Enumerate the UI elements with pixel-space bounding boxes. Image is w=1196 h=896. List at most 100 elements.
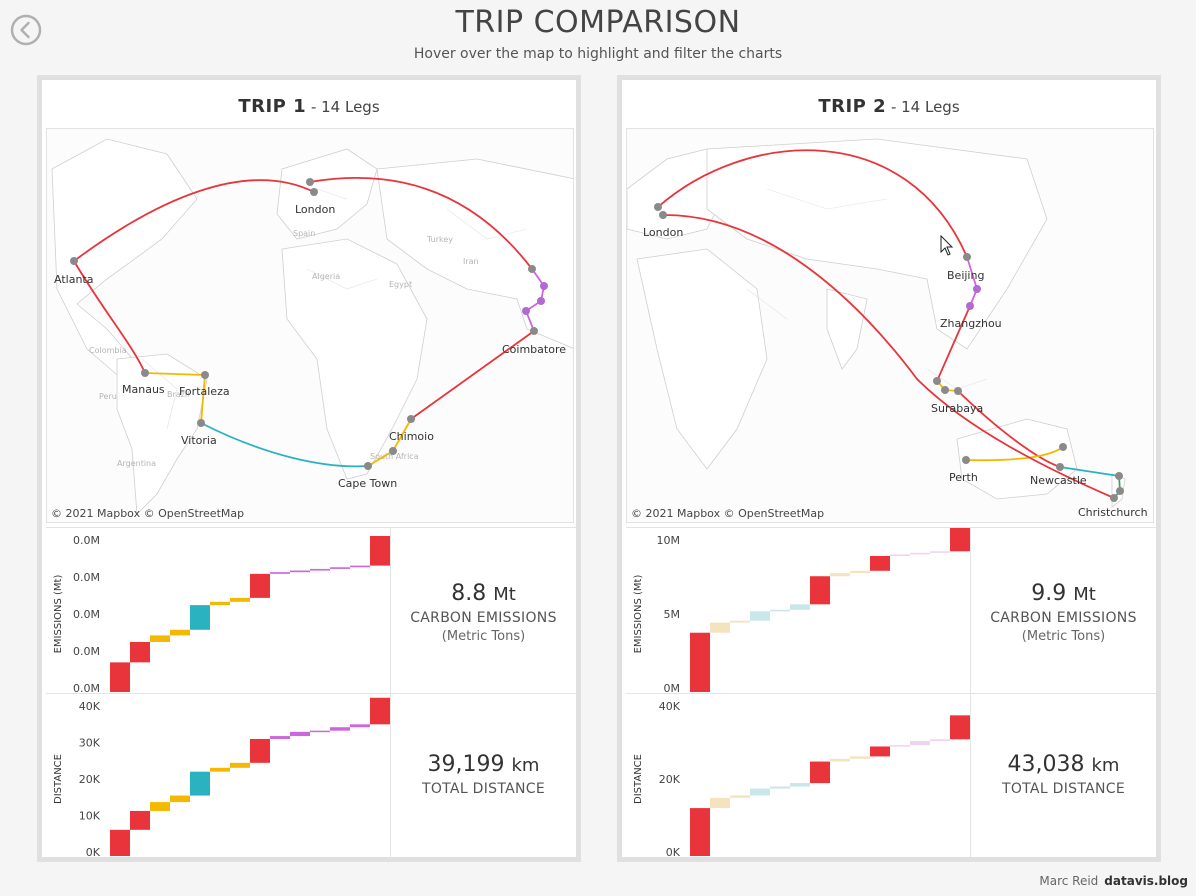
city-label-newcastle: Newcastle — [1030, 474, 1087, 487]
map-credit[interactable]: © 2021 Mapbox © OpenStreetMap — [631, 507, 825, 520]
bar-leg-6[interactable] — [210, 767, 230, 772]
y-tick-label: 20K — [659, 773, 681, 786]
bar-leg-7[interactable] — [810, 576, 830, 605]
map-label-brazil: Brazil — [167, 390, 189, 399]
footer-site[interactable]: datavis.blog — [1104, 874, 1188, 888]
bar-leg-4[interactable] — [750, 611, 770, 621]
route-perth-newcastle — [965, 446, 1064, 462]
bar-leg-3[interactable] — [150, 802, 170, 811]
back-arrow-circle-icon[interactable] — [10, 14, 42, 46]
city-label-vitoria: Vitoria — [181, 434, 217, 447]
bar-leg-1[interactable] — [110, 662, 130, 692]
trip-2-map-canvas[interactable]: London Beijing Zhangzhou Surabaya Perth … — [627, 129, 1154, 523]
trip-1-map-canvas[interactable]: Spain Algeria Turkey Egypt Iran Colombia… — [47, 129, 574, 523]
bar-leg-10[interactable] — [290, 731, 310, 737]
map-label-spain: Spain — [293, 229, 315, 238]
bar-leg-12[interactable] — [910, 552, 930, 555]
bar-leg-5[interactable] — [770, 609, 790, 612]
bar-leg-8[interactable] — [250, 738, 270, 763]
bar-leg-3[interactable] — [150, 635, 170, 642]
trip-1-emissions-chart[interactable]: EMISSIONS (Mt) 0.0M 0.0M 0.0M 0.0M 0.0M — [46, 527, 390, 694]
y-tick-label: 10K — [79, 810, 101, 823]
bar-leg-2[interactable] — [710, 622, 730, 633]
trip-2-emissions-svg[interactable]: EMISSIONS (Mt) 10M 5M 0M — [626, 528, 970, 694]
bar-leg-10[interactable] — [290, 570, 310, 573]
bar-leg-1[interactable] — [690, 632, 710, 692]
route-london-atlanta — [73, 179, 315, 262]
bar-leg-6[interactable] — [210, 601, 230, 606]
trip-2-emissions-label: CARBON EMISSIONS — [990, 610, 1137, 626]
bar-leg-5[interactable] — [190, 771, 210, 796]
bar-leg-6[interactable] — [790, 783, 810, 787]
bar-leg-6[interactable] — [790, 604, 810, 610]
route-newcastle-christchurch — [1059, 466, 1120, 477]
bar-leg-3[interactable] — [730, 620, 750, 623]
bar-leg-11[interactable] — [310, 568, 330, 571]
bar-leg-11[interactable] — [890, 554, 910, 556]
y-tick-label: 20K — [79, 773, 101, 786]
bar-leg-8[interactable] — [830, 758, 850, 762]
bar-leg-3[interactable] — [730, 795, 750, 798]
city-label-atlanta: Atlanta — [54, 273, 93, 286]
bar-leg-2[interactable] — [710, 797, 730, 809]
mouse-pointer-icon — [940, 234, 954, 256]
route-christchurch-london — [662, 214, 1115, 499]
bar-leg-1[interactable] — [690, 808, 710, 856]
bar-leg-4[interactable] — [170, 629, 190, 636]
bar-leg-1[interactable] — [110, 829, 130, 856]
trip-2-emissions-chart[interactable]: EMISSIONS (Mt) 10M 5M 0M — [626, 527, 970, 694]
bar-leg-7[interactable] — [230, 762, 250, 768]
bar-leg-5[interactable] — [190, 605, 210, 630]
bar-leg-14[interactable] — [370, 536, 390, 566]
trip-1-panel: TRIP 1 - 14 Legs Spain Algeria Turkey Eg… — [37, 75, 581, 862]
bar-leg-2[interactable] — [130, 810, 150, 830]
bar-leg-13[interactable] — [930, 739, 950, 742]
bar-leg-13[interactable] — [350, 565, 370, 568]
bar-leg-4[interactable] — [750, 788, 770, 796]
bar-leg-11[interactable] — [890, 745, 910, 747]
trip-2-distance-chart[interactable]: DISTANCE 40K 20K 0K — [626, 693, 970, 858]
bar-leg-13[interactable] — [930, 551, 950, 553]
bar-leg-14[interactable] — [370, 697, 390, 725]
bar-leg-12[interactable] — [330, 727, 350, 731]
bar-leg-7[interactable] — [810, 761, 830, 784]
bar-leg-8[interactable] — [830, 573, 850, 577]
bar-leg-14[interactable] — [950, 528, 970, 552]
trip-2-distance-svg[interactable]: DISTANCE 40K 20K 0K — [626, 694, 970, 858]
bar-leg-4[interactable] — [170, 795, 190, 803]
map-label-colombia: Colombia — [89, 346, 127, 355]
y-tick-label: 0M — [664, 682, 681, 694]
bar-leg-5[interactable] — [770, 786, 790, 789]
africa-land — [636, 248, 768, 470]
bar-leg-9[interactable] — [850, 756, 870, 759]
asia-land — [376, 158, 573, 349]
y-tick-label: 0K — [666, 846, 681, 858]
bar-leg-13[interactable] — [350, 724, 370, 728]
map-label-peru: Peru — [99, 392, 117, 401]
trip-2-emissions-value: 9.9 Mt — [1031, 581, 1096, 606]
trip-2-map[interactable]: London Beijing Zhangzhou Surabaya Perth … — [626, 128, 1154, 523]
bar-leg-14[interactable] — [950, 715, 970, 740]
bar-leg-2[interactable] — [130, 641, 150, 663]
bar-leg-9[interactable] — [270, 572, 290, 574]
bar-leg-7[interactable] — [230, 597, 250, 602]
bar-leg-10[interactable] — [870, 555, 890, 571]
city-label-coimbatore: Coimbatore — [502, 343, 566, 356]
map-credit[interactable]: © 2021 Mapbox © OpenStreetMap — [51, 507, 245, 520]
bar-leg-12[interactable] — [910, 741, 930, 746]
trip-1-legs: - 14 Legs — [306, 98, 380, 116]
bar-leg-12[interactable] — [330, 567, 350, 569]
bar-leg-10[interactable] — [870, 746, 890, 757]
bar-leg-9[interactable] — [850, 570, 870, 574]
axis-title: EMISSIONS (Mt) — [633, 575, 644, 654]
trip-1-map[interactable]: Spain Algeria Turkey Egypt Iran Colombia… — [46, 128, 574, 523]
map-label-algeria: Algeria — [312, 272, 340, 281]
bar-leg-8[interactable] — [250, 573, 270, 598]
bar-leg-11[interactable] — [310, 730, 330, 733]
bar-leg-9[interactable] — [270, 736, 290, 739]
trip-1-distance-chart[interactable]: DISTANCE 40K 30K 20K 10K 0K — [46, 693, 390, 858]
route-fortaleza-vitoria — [200, 374, 206, 424]
trip-1-emissions-svg[interactable]: EMISSIONS (Mt) 0.0M 0.0M 0.0M 0.0M 0.0M — [46, 528, 390, 694]
trip-1-distance-svg[interactable]: DISTANCE 40K 30K 20K 10K 0K — [46, 694, 390, 858]
y-tick-label: 40K — [659, 700, 681, 713]
